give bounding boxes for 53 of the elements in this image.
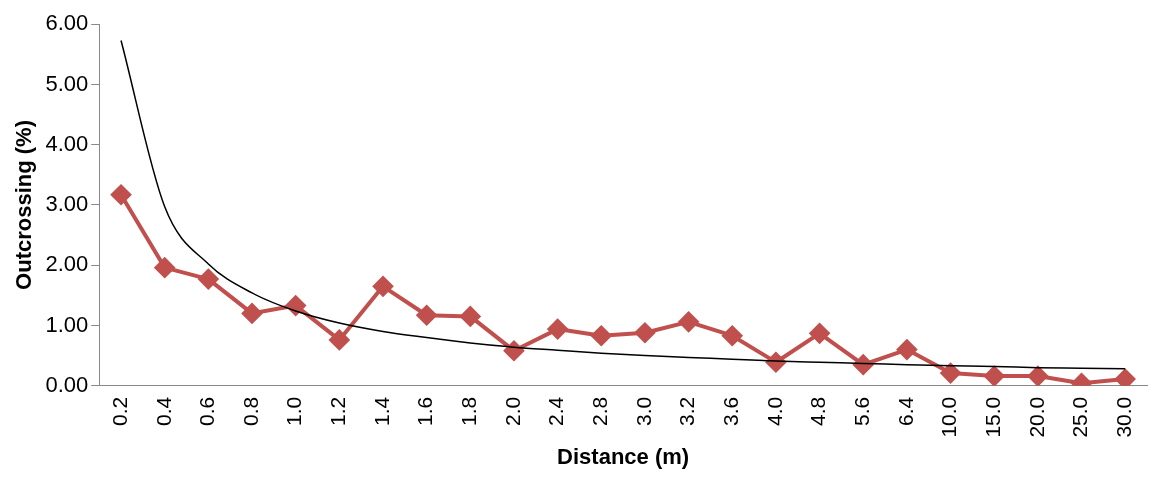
x-tick-label: 1.0: [282, 396, 306, 426]
point: [242, 303, 263, 324]
y-tick-label: 2.00: [45, 251, 89, 277]
point: [154, 257, 175, 278]
point: [460, 306, 481, 327]
point: [984, 366, 1005, 386]
x-tick-label: 0.6: [195, 396, 219, 426]
x-tick-label: 3.6: [719, 396, 743, 426]
x-tick-label: 2.4: [544, 396, 568, 426]
x-tick-label: 0.8: [238, 396, 262, 426]
x-tick-label: 5.6: [850, 396, 874, 426]
x-tick-label: 15.0: [981, 396, 1004, 438]
x-tick-label: 4.8: [806, 396, 830, 426]
x-tick-label: 0.2: [107, 396, 131, 426]
x-tick-label: 1.2: [326, 396, 350, 426]
point: [896, 339, 917, 360]
point: [1027, 366, 1048, 386]
x-tick-label: 30.0: [1111, 396, 1135, 438]
x-tick-label: 25.0: [1068, 396, 1092, 438]
y-axis-title: Outcrossing (%): [11, 120, 37, 290]
x-tick-label: 1.8: [457, 396, 481, 426]
x-tick-label: 0.4: [151, 396, 175, 426]
point: [416, 305, 437, 326]
y-tick-label: 3.00: [45, 191, 89, 217]
x-tick-label: 3.2: [675, 396, 699, 426]
x-tick-label: 2.8: [588, 396, 612, 426]
x-tick-label: 1.6: [413, 396, 437, 426]
point: [809, 323, 830, 344]
point: [940, 363, 961, 384]
point: [722, 325, 743, 346]
x-tick-label: 10.0: [937, 396, 961, 438]
point: [372, 276, 393, 297]
point: [1115, 369, 1136, 386]
y-tick-label: 1.00: [45, 311, 89, 337]
y-tick-label: 5.00: [45, 70, 89, 96]
point: [591, 325, 612, 346]
x-tick-label: 1.4: [369, 396, 393, 426]
x-tick-label: 3.0: [631, 396, 655, 426]
y-tick-label: 6.00: [45, 10, 89, 36]
x-tick-label: 6.4: [893, 396, 917, 426]
y-tick-label: 4.00: [45, 130, 89, 156]
point: [547, 319, 568, 340]
x-tick-label: 20.0: [1024, 396, 1048, 438]
point: [634, 322, 655, 343]
point: [329, 329, 350, 350]
point: [285, 295, 306, 316]
y-tick-label: 0.00: [45, 371, 89, 397]
x-tick-label: 2.0: [500, 396, 524, 426]
x-axis-title: Distance (m): [557, 443, 690, 469]
point: [678, 311, 699, 332]
point: [111, 184, 132, 205]
point: [198, 269, 219, 290]
x-tick-label: 4.0: [762, 396, 786, 426]
